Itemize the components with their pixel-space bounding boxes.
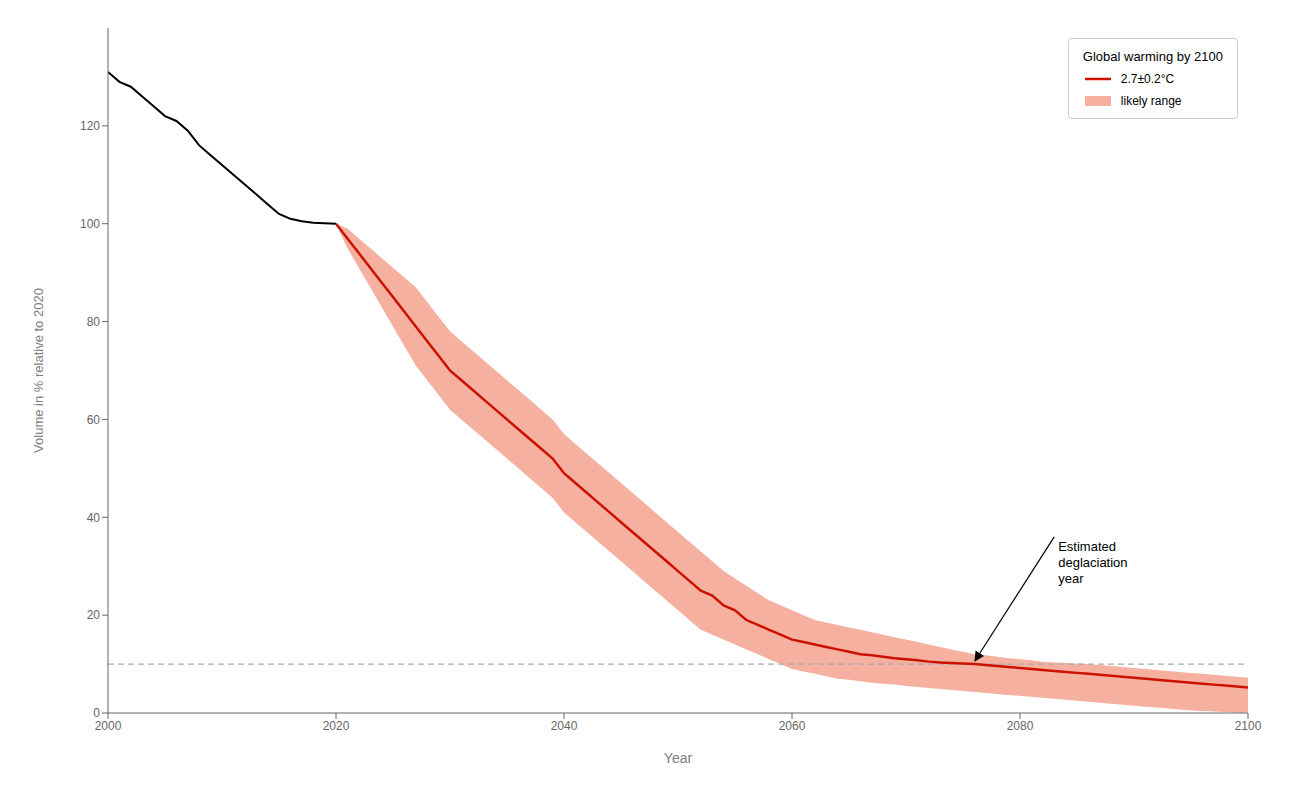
svg-text:100: 100 — [80, 217, 100, 231]
svg-text:40: 40 — [87, 511, 101, 525]
svg-text:80: 80 — [87, 315, 101, 329]
html-text:likely range: likely range — [1120, 94, 1182, 108]
svg-text:2060: 2060 — [779, 719, 806, 733]
svg-text:2000: 2000 — [95, 719, 122, 733]
svg-text:20: 20 — [87, 608, 101, 622]
html-text:2.7±0.2°C: 2.7±0.2°C — [1120, 72, 1175, 86]
svg-text:Volume in % relative to 2020: Volume in % relative to 2020 — [31, 288, 46, 453]
html-text:Global warming by 2100: Global warming by 2100 — [1082, 49, 1223, 64]
svg-text:2100: 2100 — [1235, 719, 1262, 733]
svg-text:Estimateddeglaciationyear: Estimateddeglaciationyear — [1058, 539, 1127, 586]
svg-text:120: 120 — [80, 119, 100, 133]
svg-text:Year: Year — [664, 750, 693, 766]
svg-text:0: 0 — [93, 706, 100, 720]
svg-text:60: 60 — [87, 413, 101, 427]
svg-text:2020: 2020 — [323, 719, 350, 733]
svg-text:2080: 2080 — [1007, 719, 1034, 733]
svg-text:2040: 2040 — [551, 719, 578, 733]
